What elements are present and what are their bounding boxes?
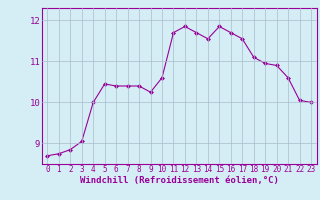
X-axis label: Windchill (Refroidissement éolien,°C): Windchill (Refroidissement éolien,°C) xyxy=(80,176,279,185)
